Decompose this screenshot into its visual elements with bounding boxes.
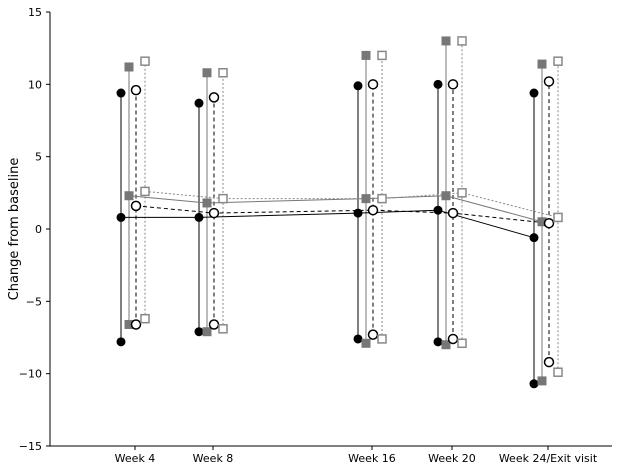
upper-marker [130,84,142,96]
upper-marker [447,79,459,90]
y-tick-label: 0 [35,223,42,236]
upper-marker [553,56,563,66]
mean-marker [130,200,142,212]
upper-marker [529,88,539,98]
lower-marker [457,338,467,349]
mean-marker [194,212,204,222]
lower-marker [377,334,387,344]
x-tick-label: Week 16 [348,452,396,465]
upper-marker [441,36,451,46]
y-tick-label: −15 [19,440,42,453]
mean-marker [140,186,150,197]
y-tick-label: 15 [28,6,42,19]
upper-marker [457,36,467,46]
mean-marker [543,217,555,229]
axes: −15 −10 −5 0 5 10 15 Week 4 Week 8 Week 16 Week 20… [19,6,612,465]
lower-marker [194,327,204,337]
lower-marker [130,319,142,330]
x-tick-label: Week 24/Exit visit [499,452,598,465]
lower-marker [202,327,212,337]
upper-marker [537,59,547,69]
lower-marker [361,338,371,348]
series-markers [116,36,563,389]
upper-marker [361,50,371,60]
upper-marker [202,68,212,78]
y-tick-label: 5 [35,151,42,164]
mean-marker [377,193,387,204]
upper-marker [116,88,126,98]
mean-marker [529,233,539,243]
lower-marker [553,367,563,377]
mean-marker [208,207,220,219]
error-bars [120,40,559,384]
lower-marker [441,340,451,350]
mean-marker [367,204,379,216]
mean-marker [553,212,563,223]
mean-marker [441,191,451,201]
y-axis-label: Change from baseline [7,158,22,301]
x-tick-label: Week 8 [193,452,234,465]
lower-marker [529,379,539,389]
mean-marker [218,193,228,204]
lower-marker [140,313,150,324]
lower-marker [537,376,547,386]
upper-marker [543,76,555,87]
lower-marker [447,333,459,345]
upper-marker [124,62,134,72]
mean-marker [447,207,459,219]
lower-marker [116,337,126,347]
lower-marker [208,319,220,330]
mean-marker [433,205,443,215]
mean-marker [116,212,126,222]
mean-marker [457,188,467,198]
lower-marker [218,324,228,334]
upper-marker [208,92,220,103]
upper-marker [353,81,363,91]
upper-marker [377,50,387,61]
mean-marker [202,198,212,208]
lower-marker [543,356,555,368]
y-tick-label: −10 [19,368,42,381]
upper-marker [194,98,204,108]
y-tick-label: 10 [28,78,42,91]
mean-marker [361,194,371,204]
upper-marker [218,68,228,78]
series-line [135,205,550,224]
mean-marker [124,191,134,201]
lower-marker [353,334,363,344]
lower-marker [433,337,443,347]
upper-marker [433,79,443,89]
lower-marker [367,329,379,340]
x-tick-label: Week 20 [428,452,476,465]
x-tick-label: Week 4 [115,452,156,465]
mean-marker [353,208,363,218]
y-tick-label: −5 [26,295,42,308]
upper-marker [367,79,379,90]
series-line [121,209,535,239]
series-lines [121,190,559,239]
upper-marker [140,56,150,66]
